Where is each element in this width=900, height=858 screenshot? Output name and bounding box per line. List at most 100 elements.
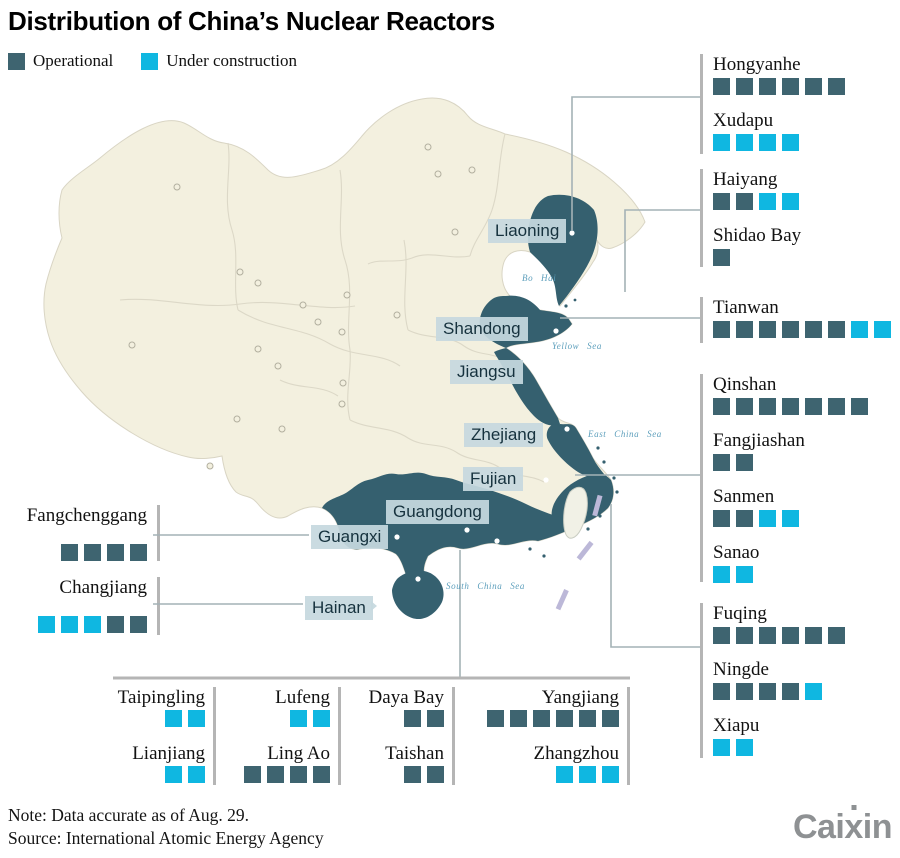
plant-label: Lufeng [275, 687, 330, 708]
plant-label: Xudapu [713, 110, 774, 131]
operational-square [828, 321, 845, 338]
sea-label-east-china-sea: East China Sea [588, 429, 662, 439]
operational-square [713, 398, 730, 415]
operational-square [713, 454, 730, 471]
reactor-squares [713, 249, 900, 266]
connector-haiyang [624, 209, 700, 292]
operational-square [579, 710, 596, 727]
province-hainan-shape [392, 570, 444, 620]
reactor-squares [468, 766, 619, 783]
construction-square [579, 766, 596, 783]
operational-square [267, 766, 284, 783]
plant-label: Qinshan [713, 374, 777, 395]
operational-square [736, 193, 753, 210]
operational-square [533, 710, 550, 727]
operational-square [736, 398, 753, 415]
plant-entry-lufeng: Lufeng [230, 687, 330, 727]
legend-operational: Operational [8, 51, 113, 71]
reactor-squares [713, 739, 900, 756]
operational-swatch [8, 52, 25, 70]
reactor-squares [230, 710, 330, 727]
operational-square [313, 766, 330, 783]
plant-entry-hongyanhe: Hongyanhe [713, 54, 900, 95]
bottom-column-4: Yangjiang Zhangzhou [468, 687, 630, 785]
plant-entry-shidao-bay: Shidao Bay [713, 225, 900, 266]
map-label-liaoning: Liaoning [488, 219, 567, 243]
operational-square [713, 627, 730, 644]
operational-square [713, 249, 730, 266]
operational-square [713, 78, 730, 95]
reactor-squares [713, 134, 900, 151]
construction-square [713, 566, 730, 583]
under-construction-swatch [141, 52, 159, 70]
construction-square [188, 766, 205, 783]
operational-square [290, 766, 307, 783]
operational-square [84, 544, 101, 561]
map-label-fujian: Fujian [463, 467, 524, 491]
note-text: Note: Data accurate as of Aug. 29. [8, 805, 250, 825]
connector-hongyanhe [571, 96, 700, 230]
plant-entry-yangjiang: Yangjiang [468, 687, 619, 727]
operational-square [736, 454, 753, 471]
construction-square [736, 566, 753, 583]
operational-square [736, 510, 753, 527]
construction-square [851, 321, 868, 338]
operational-square [107, 544, 124, 561]
legend-under-construction: Under construction [141, 51, 297, 71]
plant-group-changjiang: Changjiang [0, 577, 160, 635]
plant-entry-xiapu: Xiapu [713, 715, 900, 756]
plant-entry-tianwan: Tianwan [713, 297, 900, 338]
reactor-squares [713, 627, 900, 644]
plant-group-shandong: Haiyang Shidao Bay [700, 169, 900, 267]
operational-square [782, 627, 799, 644]
construction-square [782, 510, 799, 527]
operational-square [427, 710, 444, 727]
construction-square [188, 710, 205, 727]
operational-square [782, 78, 799, 95]
plant-label: Sanmen [713, 486, 775, 507]
construction-square [782, 134, 799, 151]
operational-square [61, 544, 78, 561]
caixin-logo-x: x [844, 808, 863, 846]
operational-square [782, 321, 799, 338]
plant-entry-sanao: Sanao [713, 542, 900, 583]
operational-square [805, 627, 822, 644]
caixin-logo: Caixin [792, 808, 893, 847]
plant-label: Fuqing [713, 603, 767, 624]
plant-label: Lianjiang [132, 743, 205, 764]
legend-operational-label: Operational [33, 51, 114, 70]
plant-entry-changjiang: Changjiang [0, 577, 147, 633]
construction-square [290, 710, 307, 727]
plant-label: Fangjiashan [713, 430, 805, 451]
plant-entry-haiyang: Haiyang [713, 169, 900, 210]
plant-label: Tianwan [713, 297, 779, 318]
plant-label: Ningde [713, 659, 769, 680]
construction-square [602, 766, 619, 783]
construction-square [165, 766, 182, 783]
reactor-squares [713, 454, 900, 471]
reactor-squares [230, 766, 330, 783]
operational-square [759, 627, 776, 644]
reactor-squares [713, 566, 900, 583]
reactor-squares [468, 710, 619, 727]
operational-square [404, 710, 421, 727]
caixin-logo-prefix: Cai [792, 808, 845, 846]
province-guangdong-guangxi-shape [322, 472, 576, 585]
reactor-squares [88, 710, 205, 727]
operational-square [759, 398, 776, 415]
operational-square [602, 710, 619, 727]
coastal-islands [528, 298, 619, 558]
plant-entry-sanmen: Sanmen [713, 486, 900, 527]
plant-label: Xiapu [713, 715, 760, 736]
plant-label: Changjiang [59, 577, 147, 598]
plant-group-fangchenggang: Fangchenggang [0, 505, 160, 561]
province-zhejiang-shape [546, 424, 604, 478]
construction-square [805, 683, 822, 700]
operational-square [713, 321, 730, 338]
plant-entry-xudapu: Xudapu [713, 110, 900, 151]
plant-entry-fuqing: Fuqing [713, 603, 900, 644]
plant-city-dots [394, 230, 575, 582]
plant-group-zhejiang: Qinshan Fangjiashan Sanmen Sanao [700, 374, 900, 583]
bottom-column-2: Lufeng Ling Ao [230, 687, 341, 785]
